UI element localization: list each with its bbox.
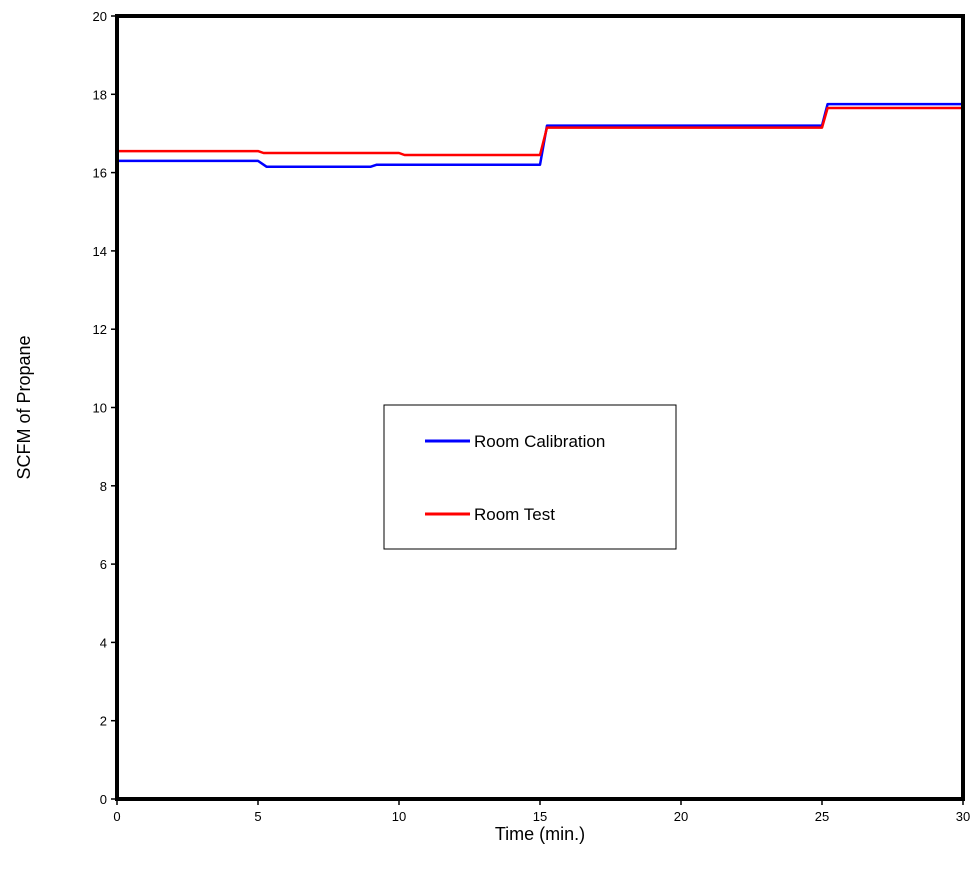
y-axis: 0 2 4 6 8 10 12 14 16 18 20 <box>93 9 117 807</box>
legend-label-room-calibration: Room Calibration <box>474 432 605 451</box>
y-tick-label: 10 <box>93 401 107 416</box>
legend-box <box>383 404 677 550</box>
y-tick-label: 0 <box>100 792 107 807</box>
legend: Room Calibration Room Test <box>383 404 677 550</box>
x-axis-title: Time (min.) <box>495 824 585 844</box>
y-tick-label: 12 <box>93 322 107 337</box>
y-tick-label: 16 <box>93 166 107 181</box>
series-layer <box>117 102 963 168</box>
y-tick-label: 4 <box>100 635 107 650</box>
x-tick-label: 25 <box>815 809 829 824</box>
x-tick-label: 20 <box>674 809 688 824</box>
y-tick-label: 18 <box>93 87 107 102</box>
y-tick-label: 2 <box>100 714 107 729</box>
x-axis: 0 5 10 15 20 25 30 <box>113 799 970 824</box>
y-tick-label: 8 <box>100 479 107 494</box>
y-tick-label: 14 <box>93 244 107 259</box>
legend-label-room-test: Room Test <box>474 505 555 524</box>
series-line-room-calibration <box>117 102 963 168</box>
x-tick-label: 30 <box>956 809 970 824</box>
x-tick-label: 10 <box>392 809 406 824</box>
y-tick-label: 20 <box>93 9 107 24</box>
y-tick-label: 6 <box>100 557 107 572</box>
y-axis-title: SCFM of Propane <box>14 335 34 479</box>
x-tick-label: 5 <box>254 809 261 824</box>
series-line-room-test <box>117 106 963 157</box>
x-tick-label: 15 <box>533 809 547 824</box>
x-tick-label: 0 <box>113 809 120 824</box>
